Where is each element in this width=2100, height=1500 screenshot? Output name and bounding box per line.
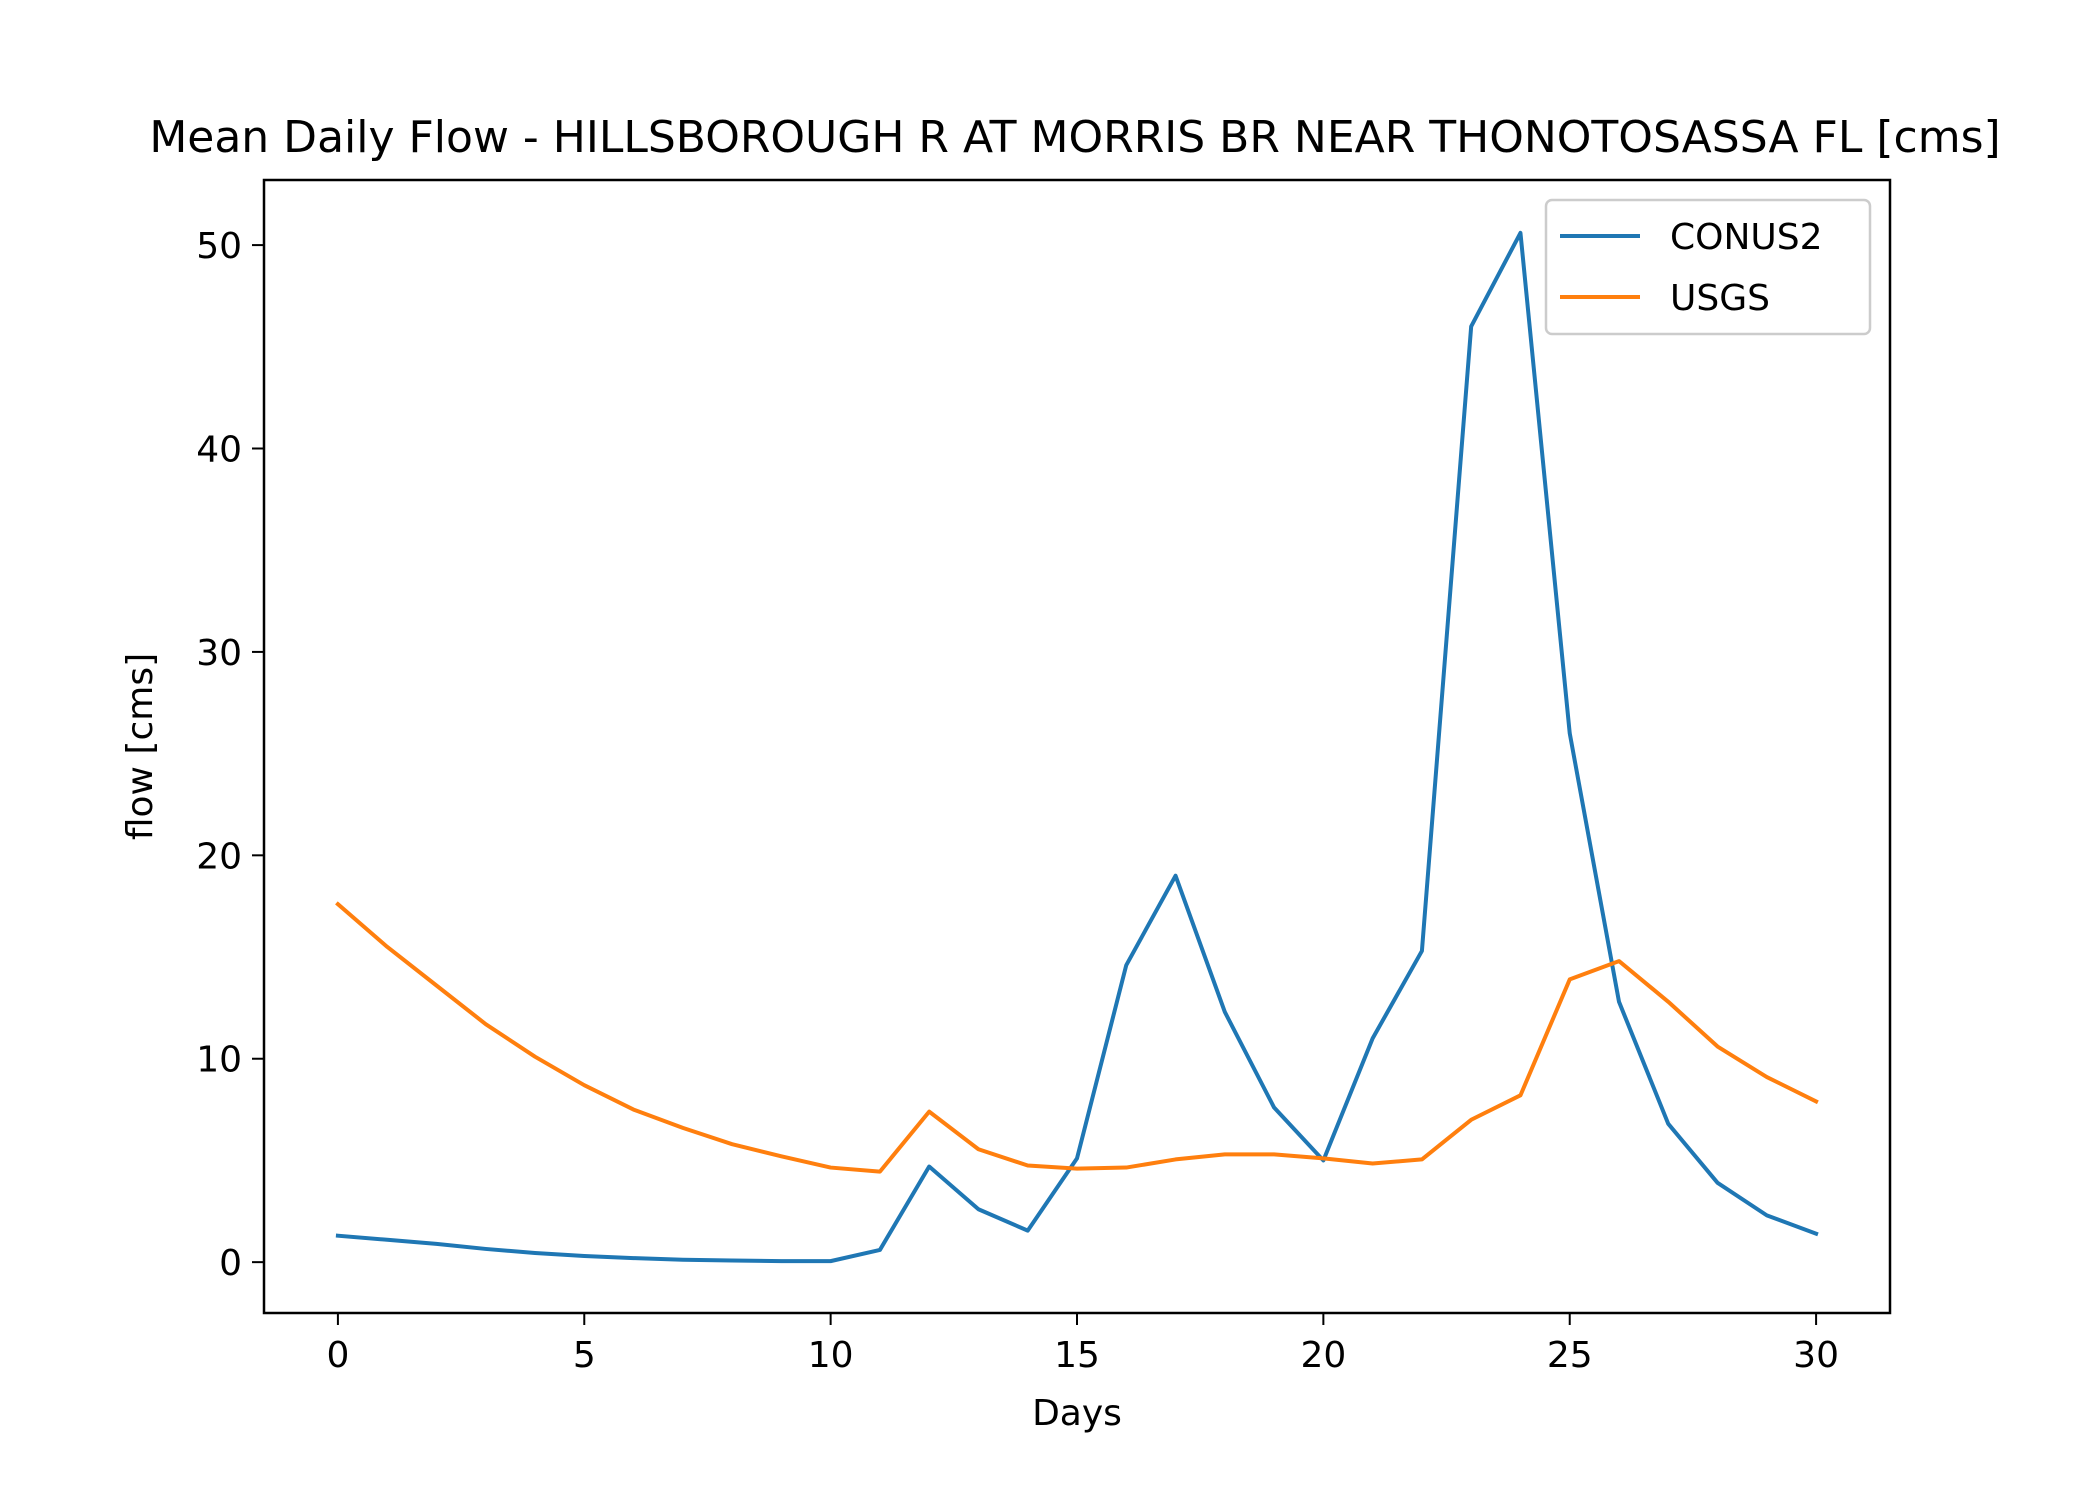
x-tick-label: 15 [1054,1335,1100,1376]
x-tick-label: 10 [808,1335,854,1376]
legend-label-conus2: CONUS2 [1670,217,1823,258]
x-tick-label: 30 [1793,1335,1839,1376]
x-tick-label: 20 [1300,1335,1346,1376]
legend-box [1544,198,1872,336]
legend-label-usgs: USGS [1670,278,1770,319]
y-tick-label: 10 [196,1040,242,1081]
y-tick-label: 30 [196,633,242,674]
x-tick-label: 0 [326,1335,349,1376]
y-tick-label: 50 [196,226,242,267]
x-tick-label: 5 [573,1335,596,1376]
x-axis-ticks: 0 5 10 15 20 25 30 [326,1313,1839,1376]
series-line-usgs [335,901,1819,1174]
x-axis-label: Days [1032,1393,1122,1434]
y-axis-ticks: 0 10 20 30 40 50 [196,226,264,1284]
chart-title: Mean Daily Flow - HILLSBOROUGH R AT MORR… [149,112,2000,163]
y-tick-label: 0 [219,1243,242,1284]
legend: CONUS2 USGS [1544,198,1872,336]
series-line-conus2 [335,230,1819,1264]
y-tick-label: 20 [196,836,242,877]
y-tick-label: 40 [196,430,242,471]
series-layer [335,230,1819,1264]
y-axis-label: flow [cms] [120,653,161,840]
x-tick-label: 25 [1547,1335,1593,1376]
